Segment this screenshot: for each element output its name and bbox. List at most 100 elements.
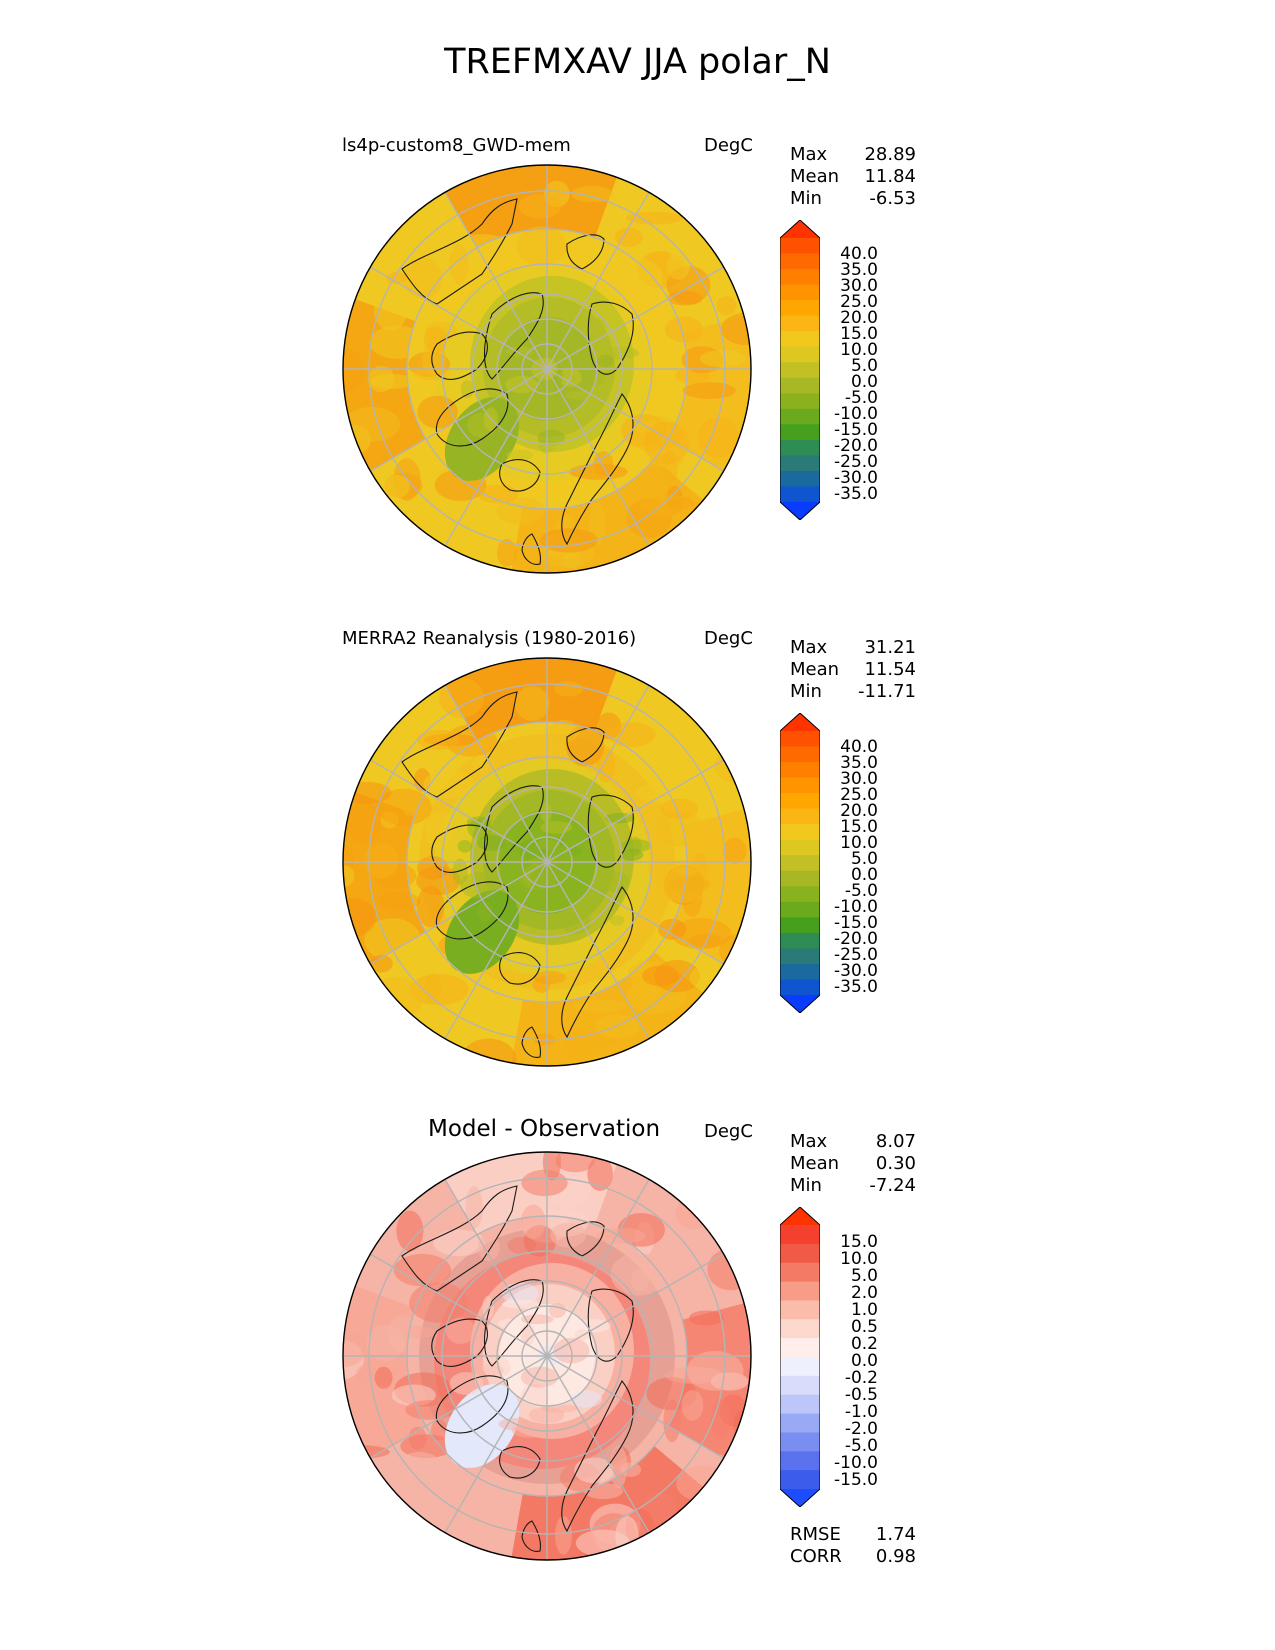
coastline	[484, 785, 544, 873]
colorbar-bin	[780, 886, 820, 903]
field-blob	[439, 677, 484, 718]
coastline	[484, 292, 544, 380]
field-blob	[436, 1517, 468, 1560]
field-blob	[364, 918, 421, 962]
field-blob	[395, 1451, 444, 1487]
colorbar-tick-label: 40.0	[840, 244, 878, 264]
field-pole-blob	[540, 821, 573, 834]
field-blob	[462, 516, 506, 541]
max-label: Max	[790, 637, 828, 658]
colorbar-tick-label: 0.2	[850, 1334, 878, 1355]
field-blob	[574, 1457, 614, 1484]
field-blob	[477, 1234, 500, 1261]
coastline	[499, 459, 541, 492]
colorbar-model	[780, 220, 820, 520]
field-blob	[465, 1186, 483, 1229]
field-pole-blob	[501, 1299, 540, 1309]
field-blob	[655, 811, 704, 847]
colorbar-tick-label: 5.0	[850, 849, 878, 869]
panel-title-difference: Model - Observation	[428, 1116, 661, 1142]
colorbar-bin	[780, 346, 820, 363]
field-blob	[688, 1310, 724, 1326]
meridian-line	[369, 266, 725, 472]
field-blob	[707, 1248, 751, 1291]
field-blob	[533, 970, 566, 985]
field-blob	[716, 296, 737, 316]
field-blob	[343, 846, 355, 871]
field-blob	[654, 960, 701, 993]
field-pole-blob	[588, 838, 604, 851]
map-boundary	[342, 1151, 752, 1561]
field-blob	[416, 729, 460, 750]
field-blob	[609, 257, 663, 301]
field-blob	[666, 252, 690, 280]
panel-difference: Model - Observation DegC Max 8.07 Mean 0.3…	[342, 1116, 916, 1567]
colorbar-tick-label: 40.0	[840, 737, 878, 757]
colorbar-bin	[780, 1338, 820, 1358]
field-blob	[688, 933, 722, 949]
field-pole-blob	[507, 1347, 519, 1357]
field-blob	[518, 194, 562, 219]
colorbar-bin	[780, 1470, 820, 1490]
meridian-line	[369, 1253, 725, 1459]
mean-value: 11.54	[864, 659, 916, 680]
min-value: -6.53	[869, 188, 916, 209]
max-label: Max	[790, 144, 828, 165]
field-blob	[660, 798, 699, 820]
field-blob	[664, 316, 703, 343]
colorbar-tick-label: -2.0	[844, 1419, 878, 1440]
colorbar-bin	[780, 824, 820, 841]
colorbar-bin	[780, 300, 820, 317]
colorbar-difference	[780, 1207, 820, 1507]
colorbar-bin	[780, 793, 820, 810]
colorbar-bin	[780, 470, 820, 487]
field-blob	[370, 373, 414, 390]
stats-box-difference: Max 8.07 Mean 0.30 Min -7.24	[790, 1131, 916, 1197]
colorbar-tick-label: 15.0	[840, 817, 878, 837]
stats-box-model: Max 28.89 Mean 11.84 Min -6.53	[790, 144, 916, 210]
colorbar-bin	[780, 408, 820, 425]
colorbar-extend-bottom	[780, 995, 820, 1013]
field-blob	[636, 783, 677, 803]
field-blob	[343, 1329, 367, 1367]
field-blob	[393, 1253, 452, 1287]
colorbar-tick-label: 20.0	[840, 801, 878, 821]
mean-value: 11.84	[864, 166, 916, 187]
rmse-label: RMSE	[790, 1524, 841, 1545]
colorbar-tick-label: -20.0	[834, 436, 878, 456]
min-label: Min	[790, 681, 822, 702]
field-blob	[409, 974, 469, 1006]
colorbar-tick-label: 0.0	[850, 372, 878, 392]
coastline	[401, 691, 518, 798]
colorbar-tick-label: -10.0	[834, 897, 878, 917]
field-pole-blob	[521, 1314, 554, 1325]
colorbar-extend-bottom	[780, 502, 820, 520]
field-blob	[343, 406, 401, 442]
field-blob	[658, 918, 687, 940]
units-label-observation: DegC	[704, 628, 753, 649]
colorbar-tick-label: 0.0	[850, 1351, 878, 1372]
field-blob	[363, 843, 399, 879]
min-label: Min	[790, 1175, 822, 1196]
panel-observation: MERRA2 Reanalysis (1980-2016) DegC Max 31…	[342, 628, 916, 1067]
colorbar-bin	[780, 1357, 820, 1377]
min-value: -7.24	[869, 1175, 916, 1196]
field-blob	[550, 1222, 587, 1248]
colorbar-tick-label: -15.0	[834, 1470, 878, 1491]
colorbar-observation	[780, 713, 820, 1013]
colorbar-tick-label: 2.0	[850, 1283, 878, 1304]
field-blob	[596, 1227, 646, 1244]
field-blob	[409, 1282, 469, 1323]
colorbar-bin	[780, 762, 820, 779]
units-label-difference: DegC	[704, 1121, 753, 1142]
colorbar-bin	[780, 269, 820, 286]
colorbar-tick-label: 35.0	[840, 753, 878, 773]
colorbar-bin	[780, 870, 820, 887]
field-pole-blob	[535, 838, 561, 850]
coastline	[521, 1520, 542, 1552]
field-blob	[376, 892, 421, 911]
colorbar-bin	[780, 746, 820, 763]
field-blob	[665, 232, 698, 260]
panel-model: ls4p-custom8_GWD-mem DegC Max 28.89 Mean 1…	[0, 0, 1275, 574]
colorbar-tick-label: -25.0	[834, 452, 878, 472]
